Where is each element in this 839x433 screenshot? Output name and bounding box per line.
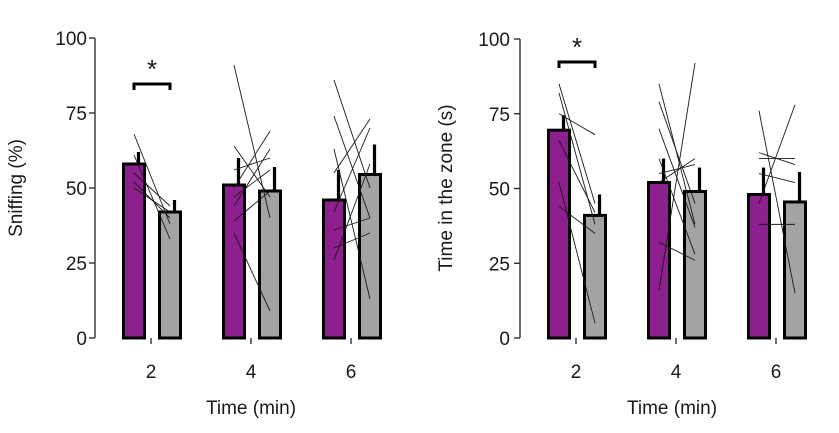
individual-line: [233, 130, 271, 189]
individual-line: [333, 163, 371, 261]
individual-line: [558, 92, 596, 225]
chart-time-in-zone: 0 25 50 75 100 2 4 6 Time (min) Time in the zone …: [436, 30, 807, 419]
bar-series-2: [158, 210, 182, 340]
individual-line: [133, 172, 171, 207]
y-axis-title: Sniffing (%): [6, 139, 27, 237]
y-tick-label: 25: [489, 254, 510, 275]
individual-line: [333, 79, 371, 189]
individual-line: [233, 190, 271, 222]
individual-line: [333, 232, 371, 249]
individual-line: [558, 113, 596, 136]
individual-line: [558, 83, 596, 204]
significance-star: *: [147, 54, 157, 84]
individual-line: [233, 232, 271, 312]
bar-series-2: [783, 200, 807, 340]
individual-line: [233, 145, 271, 198]
y-tick-label: 25: [66, 254, 87, 275]
y-tick-label: 0: [76, 329, 87, 350]
individual-line: [658, 164, 696, 174]
x-tick-label: 2: [146, 362, 157, 383]
bar-series-1: [647, 181, 671, 340]
x-axis-title: Time (min): [627, 398, 717, 419]
bar-series-1: [222, 183, 246, 340]
x-tick-label: 6: [346, 362, 357, 383]
y-tick-label: 75: [489, 105, 510, 126]
individual-line: [558, 140, 596, 213]
individual-line: [658, 158, 696, 255]
individual-line: [233, 64, 271, 219]
bar-series-1: [322, 198, 346, 340]
individual-line: [758, 110, 796, 294]
individual-line: [333, 118, 371, 174]
y-tick-label: 50: [66, 179, 87, 200]
bar-series-2: [258, 189, 282, 340]
individual-line: [658, 158, 696, 183]
x-tick-label: 4: [671, 362, 682, 383]
significance-bracket: [557, 60, 597, 68]
y-axis-title: Time in the zone (s): [436, 104, 457, 271]
y-tick-label: 75: [66, 104, 87, 125]
chart-sniffing: 0 25 50 75 100 2 4 6 Time (min) Sniffing (%) *: [6, 29, 382, 419]
bar-series-2: [583, 213, 607, 340]
bar-series-1: [747, 192, 771, 340]
y-tick-label: 50: [489, 180, 510, 201]
individual-line: [558, 206, 596, 234]
bar-series-1: [122, 162, 146, 340]
x-tick-label: 2: [571, 362, 582, 383]
individual-line: [658, 83, 696, 225]
individual-line: [758, 104, 796, 204]
x-tick-label: 4: [246, 362, 257, 383]
bar-series-2: [358, 173, 382, 340]
x-axis-title: Time (min): [206, 398, 296, 419]
individual-line: [133, 154, 171, 240]
significance-bracket: [132, 82, 172, 90]
y-tick-label: 0: [499, 329, 510, 350]
individual-line: [558, 182, 596, 324]
individual-line: [658, 101, 696, 204]
individual-line: [233, 148, 271, 207]
individual-line: [333, 115, 371, 219]
individual-line: [658, 62, 696, 291]
individual-line: [333, 217, 371, 231]
significance-star: *: [572, 32, 582, 62]
bar-series-1: [547, 128, 571, 340]
individual-line: [233, 169, 271, 198]
bar-series-2: [683, 189, 707, 340]
individual-line: [133, 187, 171, 213]
x-tick-label: 6: [771, 362, 782, 383]
y-tick-label: 100: [55, 29, 87, 50]
individual-line: [333, 127, 371, 213]
individual-line: [133, 133, 171, 225]
individual-line: [233, 157, 271, 171]
individual-line: [758, 173, 796, 183]
individual-line: [658, 241, 696, 261]
y-tick-label: 100: [478, 30, 510, 51]
